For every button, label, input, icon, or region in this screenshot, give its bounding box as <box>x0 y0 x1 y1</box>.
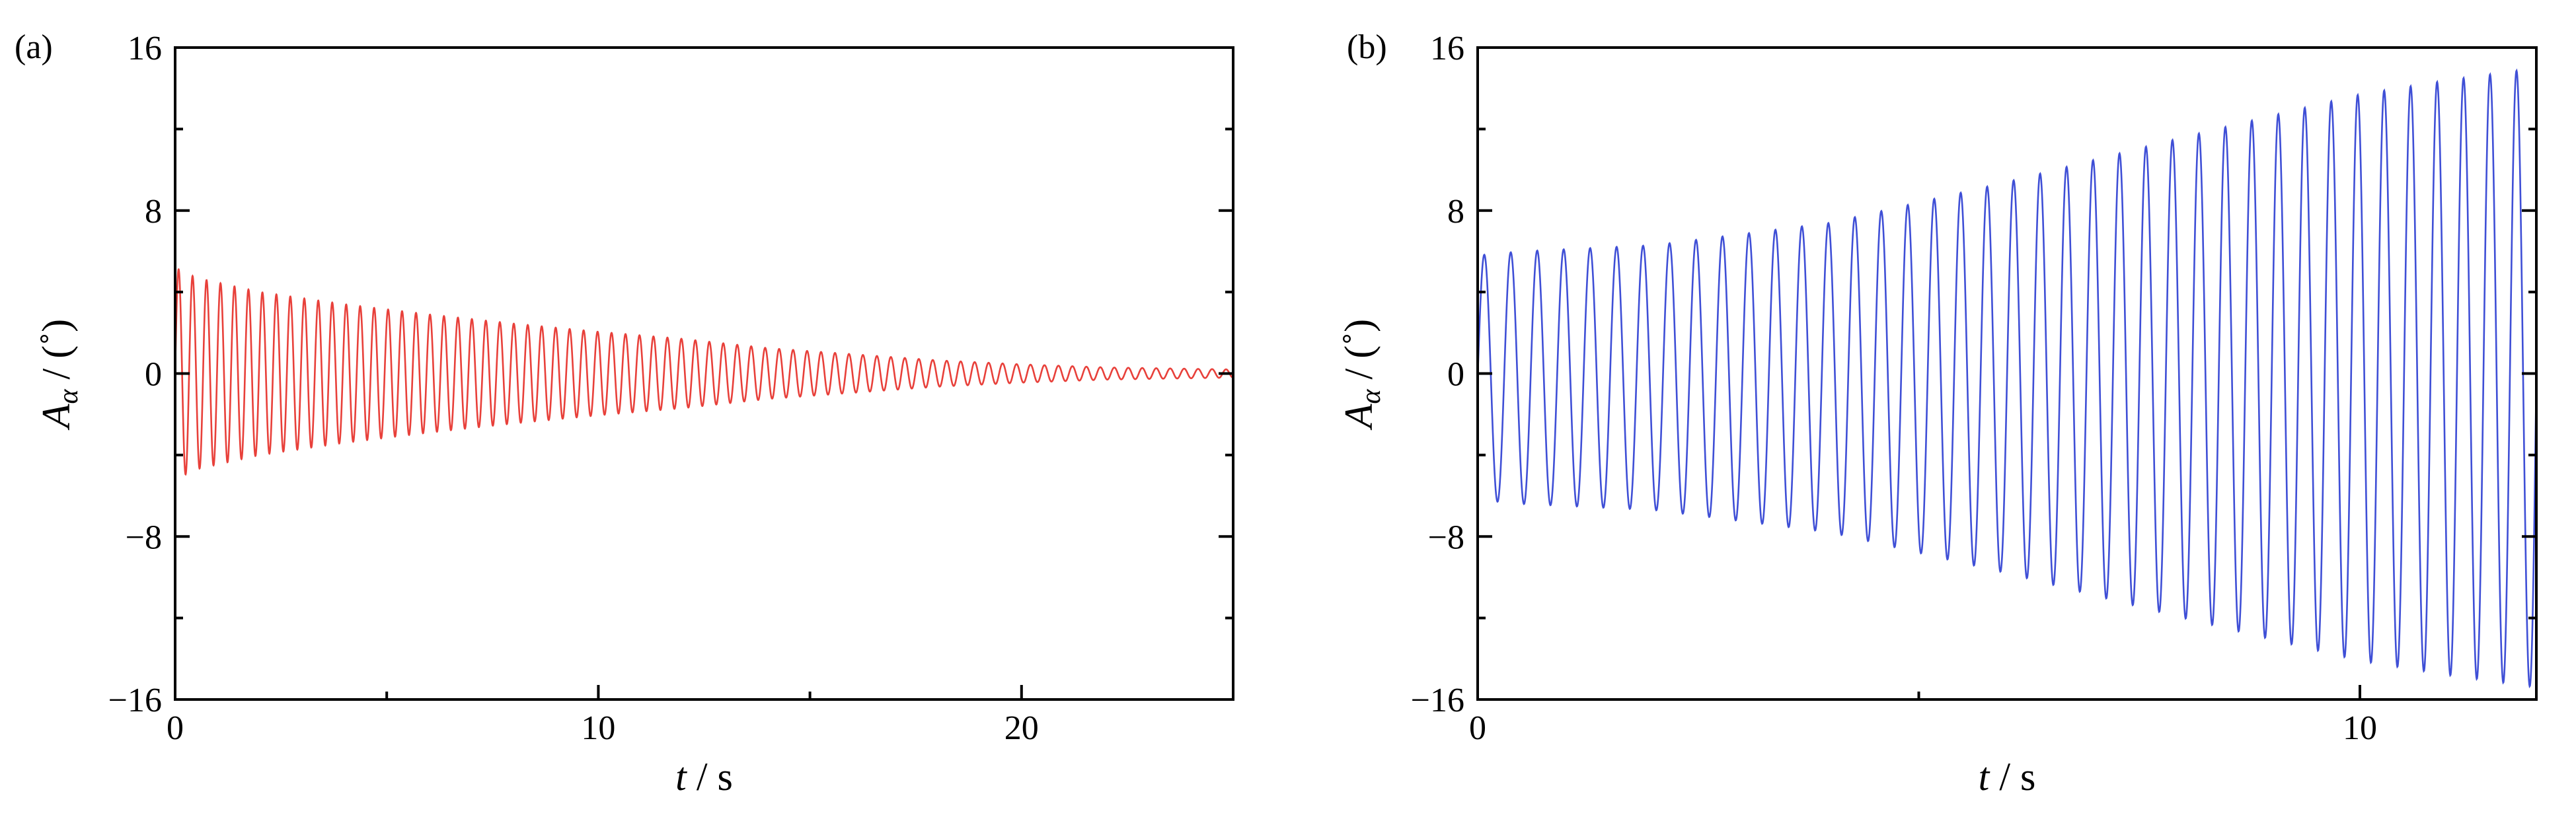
y-tick-label: 16 <box>1430 30 1464 67</box>
series-line <box>1476 68 2538 689</box>
panel-label: (a) <box>15 28 53 66</box>
y-tick-label: 8 <box>145 193 162 231</box>
y-tick-label: −16 <box>1411 682 1464 719</box>
plot-frame <box>174 46 1234 701</box>
y-axis-title: Aα / (˚) <box>34 319 84 431</box>
chart-panel-b: (b) −16 −8 0 8 16 0 10 t / s Aα / (˚) <box>1337 28 2538 799</box>
y-tick-label: 0 <box>1447 356 1464 394</box>
y-axis-title: Aα / (˚) <box>1337 319 1386 431</box>
y-tick-label: 8 <box>1447 193 1464 231</box>
x-axis-title: t / s <box>675 755 733 799</box>
y-tick-label: 0 <box>145 356 162 394</box>
panel-label: (b) <box>1347 28 1387 66</box>
x-tick-label: 20 <box>1004 709 1039 747</box>
y-tick-label: −16 <box>108 682 162 719</box>
y-tick-label: 16 <box>128 30 162 67</box>
series-line <box>174 268 1234 476</box>
x-tick-label: 0 <box>167 709 184 747</box>
x-tick-label: 10 <box>2343 709 2377 747</box>
y-tick-label: −8 <box>1428 519 1464 556</box>
x-tick-label: 0 <box>1469 709 1486 747</box>
chart-panel-a: (a) −16 −8 0 8 16 0 10 20 t / s Aα / (˚) <box>15 28 1234 799</box>
y-tick-label: −8 <box>126 519 162 556</box>
x-tick-label: 10 <box>581 709 615 747</box>
x-axis-title: t / s <box>1979 755 2036 799</box>
